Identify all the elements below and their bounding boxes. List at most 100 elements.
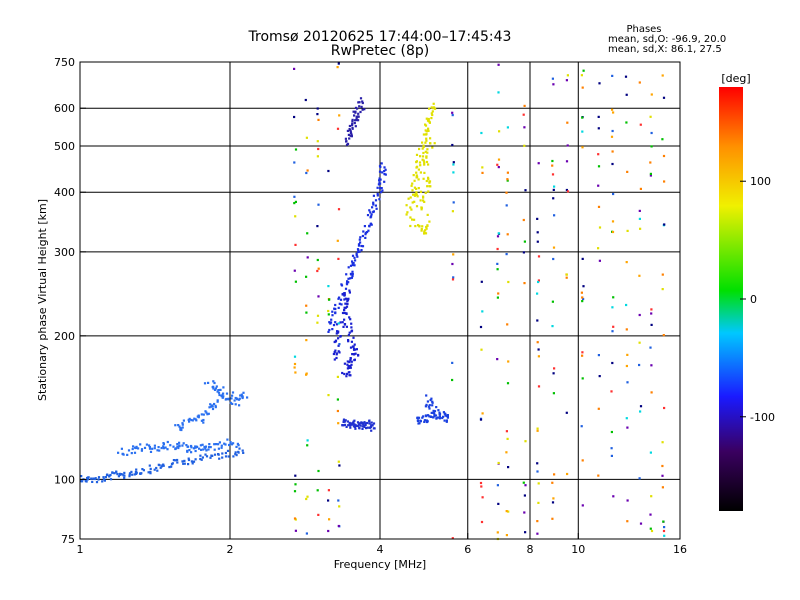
noise-point [661,273,664,276]
trace-point [80,475,83,478]
trace-point [117,451,120,454]
trace-point [353,114,356,117]
noise-point [496,531,499,534]
x-tick-label: 8 [527,543,534,556]
trace-point [372,201,375,204]
trace-point [338,296,341,299]
noise-point [338,343,341,346]
trace-point [191,462,194,465]
noise-point [612,325,615,328]
noise-point [293,269,296,272]
noise-point [597,354,600,357]
trace-point [342,418,346,421]
trace-point [214,443,218,446]
trace-point [327,330,330,333]
noise-point [536,462,539,465]
trace-point [209,446,212,449]
trace-point [345,372,349,375]
noise-point [316,107,319,110]
trace-point [328,321,331,324]
trace-point [370,421,373,424]
noise-point [611,220,615,223]
trace-point [246,396,249,399]
trace-point [331,328,334,331]
trace-point [128,475,131,478]
trace-point [220,444,223,447]
trace-point [92,477,95,480]
noise-point [336,409,339,413]
trace-point [361,245,365,248]
trace-point [215,385,218,388]
noise-point [316,258,319,262]
trace-point [354,352,357,355]
noise-point [496,358,499,361]
trace-point [343,362,346,365]
trace-point [334,349,337,352]
trace-point [426,224,429,227]
trace-point [419,190,423,193]
trace-point [332,324,336,327]
trace-point [424,229,427,232]
y-tick-label: 750 [54,56,75,69]
trace-point [145,443,148,446]
trace-point [228,443,231,447]
trace-point [234,451,237,454]
trace-point [331,314,334,317]
x-tick-label: 6 [464,543,471,556]
noise-point [522,481,525,484]
noise-point [536,341,539,344]
trace-point [445,419,448,422]
trace-point [341,311,345,315]
noise-point [625,364,628,368]
trace-point [123,476,126,479]
colorbar-tick-label: 0 [750,293,757,306]
noise-point [328,298,331,301]
trace-point [361,101,364,105]
trace-point [347,340,350,343]
trace-point [166,440,169,444]
trace-point [218,393,221,397]
trace-point [202,413,205,416]
noise-point [294,215,297,218]
y-tick-label: 400 [54,186,75,199]
noise-point [582,297,585,301]
trace-point [179,428,182,431]
trace-point [348,289,351,292]
trace-point [421,147,424,150]
trace-point [337,350,340,353]
noise-point [451,114,454,117]
trace-point [166,448,169,451]
trace-point [349,277,352,280]
trace-point [223,442,226,445]
trace-point [357,112,360,115]
noise-point [611,150,614,153]
trace-point [205,455,209,458]
trace-point [203,445,206,449]
trace-point [345,305,349,308]
grid-lines [80,62,680,539]
colorbar-ticks: 100 0 -100 [740,175,775,424]
trace-point [354,348,357,351]
trace-point [369,211,372,214]
trace-point [344,306,347,309]
trace-point [204,447,207,450]
trace-point [335,332,338,335]
trace-point [429,415,432,418]
trace-point [416,416,419,419]
trace-point [415,205,419,208]
trace-point [221,456,224,459]
trace-point [360,105,363,108]
trace-point [442,411,445,414]
noise-point [524,440,527,443]
noise-point [649,172,652,175]
trace-point [429,137,432,140]
trace-point [424,191,427,194]
noise-point [551,517,554,520]
noise-point [452,253,455,256]
trace-point [349,366,352,369]
trace-point [162,445,165,448]
trace-point [435,417,438,420]
trace-point [149,467,152,470]
noise-point [537,280,540,284]
trace-point [222,386,225,389]
